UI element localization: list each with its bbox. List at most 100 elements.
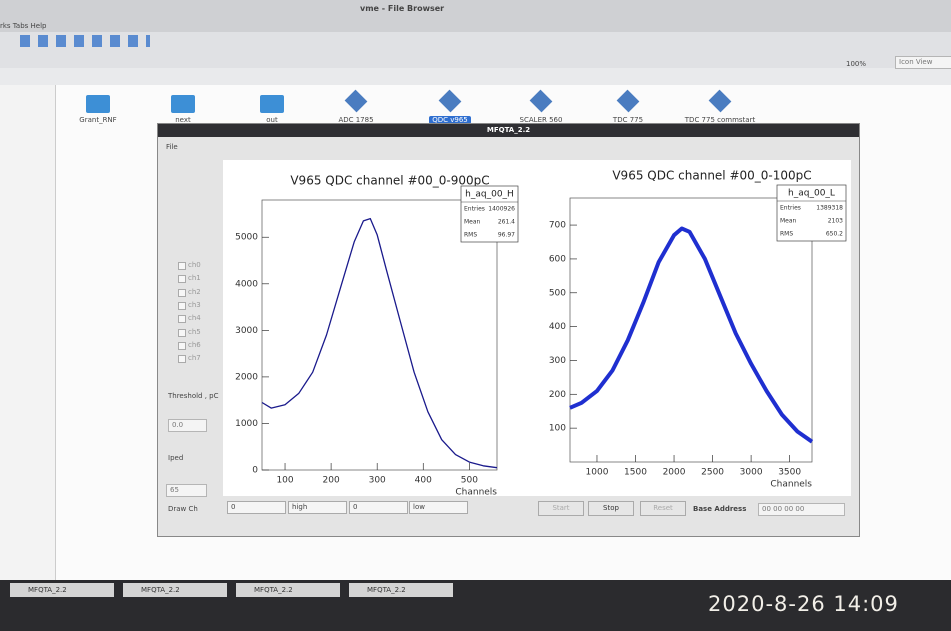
- zoom[interactable]: 100%: [846, 60, 867, 68]
- stats-value: 1389318: [816, 205, 843, 212]
- sidebar: [0, 85, 56, 580]
- y-tick-label: 5000: [235, 233, 258, 243]
- x-tick-label: 2000: [663, 468, 686, 478]
- toolbar: 100% Icon View: [0, 32, 951, 69]
- plot-frame: [569, 197, 813, 463]
- icon-text[interactable]: SCALER 560: [519, 116, 563, 124]
- y-tick-label: 100: [549, 424, 566, 434]
- icon-label: Grant_RNF: [53, 116, 143, 124]
- canvas: [223, 160, 851, 496]
- x-tick-label: 100: [276, 476, 293, 486]
- icon-label: TDC 775 commstart: [675, 116, 765, 124]
- folder-icon[interactable]: [171, 95, 195, 113]
- address-input[interactable]: 00 00 00 00: [758, 503, 845, 516]
- checkbox[interactable]: [178, 355, 186, 364]
- checkbox-label: ch2: [188, 287, 201, 296]
- checkbox[interactable]: [178, 275, 186, 284]
- select[interactable]: 0: [227, 501, 286, 514]
- stats-box: [460, 185, 519, 243]
- stats-label: RMS: [780, 231, 793, 238]
- stats-value: 650.2: [826, 231, 843, 238]
- y-tick-label: 4000: [235, 279, 258, 289]
- y-tick-label: 2000: [235, 372, 258, 382]
- checkbox[interactable]: [178, 301, 186, 310]
- threshold-label: Threshold , pC: [168, 392, 219, 400]
- x-tick-label: 300: [369, 476, 386, 486]
- folder-icon[interactable]: [260, 95, 284, 113]
- stats-label: Entries: [780, 205, 801, 212]
- draw-label: Draw Ch: [168, 505, 198, 513]
- iped-label: Iped: [168, 454, 184, 462]
- chart-title: V965 QDC channel #00_0-900pC: [290, 174, 489, 188]
- checkbox-label: ch3: [188, 300, 201, 309]
- histogram-line: [261, 217, 498, 469]
- y-tick-label: 200: [549, 390, 566, 400]
- menu[interactable]: rks Tabs Help: [0, 22, 47, 30]
- timestamp: 2020-8-26 14:09: [708, 592, 899, 616]
- checkbox-label: ch4: [188, 314, 201, 323]
- select[interactable]: low: [409, 501, 468, 514]
- stats-label: Mean: [464, 219, 481, 226]
- select[interactable]: high: [288, 501, 347, 514]
- checkbox-label: ch1: [188, 274, 201, 283]
- button[interactable]: Stop: [588, 501, 634, 516]
- y-tick-label: 0: [252, 466, 258, 476]
- button[interactable]: Start: [538, 501, 584, 516]
- histogram-line: [569, 226, 814, 444]
- checkbox[interactable]: [178, 328, 186, 337]
- checkbox[interactable]: [178, 262, 186, 270]
- stats-label: Mean: [780, 218, 797, 225]
- x-tick-label: 1000: [586, 468, 609, 478]
- x-tick-label: 3000: [740, 468, 763, 478]
- y-tick-label: 700: [549, 221, 566, 231]
- stats-name: h_aq_00_H: [465, 190, 514, 200]
- view-select[interactable]: Icon View: [895, 56, 951, 69]
- icon-text[interactable]: next: [175, 116, 191, 124]
- checkbox-label: ch5: [188, 327, 201, 336]
- icon-text[interactable]: out: [266, 116, 278, 124]
- plot-frame: [261, 199, 498, 471]
- task-item[interactable]: MFQTA_2.2: [349, 583, 453, 597]
- stats-label: Entries: [464, 206, 485, 213]
- stats-value: 2103: [828, 218, 843, 225]
- iped-input[interactable]: 65: [166, 484, 207, 497]
- address-label: Base Address: [693, 505, 747, 513]
- y-tick-label: 3000: [235, 326, 258, 336]
- icon-label: next: [138, 116, 228, 124]
- folder-icon[interactable]: [86, 95, 110, 113]
- button[interactable]: Reset: [640, 501, 686, 516]
- x-tick-label: 400: [415, 476, 432, 486]
- x-tick-label: 3500: [778, 468, 801, 478]
- checkbox[interactable]: [178, 288, 186, 297]
- task-item[interactable]: MFQTA_2.2: [236, 583, 340, 597]
- stats-value: 96.97: [498, 232, 515, 239]
- window-titlebar: vme - File Browser rks Tabs Help: [0, 0, 951, 32]
- select[interactable]: 0: [349, 501, 408, 514]
- checkbox-label: ch0: [188, 261, 201, 269]
- y-tick-label: 400: [549, 322, 566, 332]
- x-tick-label: 1500: [624, 468, 647, 478]
- icon-text[interactable]: TDC 775: [612, 116, 644, 124]
- checkbox[interactable]: [178, 315, 186, 324]
- x-tick-label: 2500: [701, 468, 724, 478]
- x-tick-label: 500: [461, 476, 478, 486]
- x-tick-label: 200: [323, 476, 340, 486]
- icon-text[interactable]: QDC v965: [429, 116, 471, 124]
- checkbox[interactable]: [178, 341, 186, 350]
- checkbox-label: ch6: [188, 340, 201, 349]
- stats-value: 261.4: [498, 219, 515, 226]
- stats-name: h_aq_00_L: [788, 189, 835, 199]
- icon-label: ADC 1785: [311, 116, 401, 124]
- icon-label: out: [227, 116, 317, 124]
- dialog-title: MFQTA_2.2: [158, 124, 859, 137]
- icon-text[interactable]: Grant_RNF: [79, 116, 117, 124]
- toolbar-icons[interactable]: [20, 35, 150, 47]
- task-item[interactable]: MFQTA_2.2: [10, 583, 114, 597]
- window-title: vme - File Browser: [360, 4, 445, 13]
- icon-text[interactable]: TDC 775 commstart: [684, 116, 756, 124]
- chart-title: V965 QDC channel #00_0-100pC: [612, 169, 811, 183]
- threshold-input[interactable]: 0.0: [168, 419, 207, 432]
- icon-text[interactable]: ADC 1785: [338, 116, 374, 124]
- dialog-menu[interactable]: File: [166, 143, 178, 151]
- task-item[interactable]: MFQTA_2.2: [123, 583, 227, 597]
